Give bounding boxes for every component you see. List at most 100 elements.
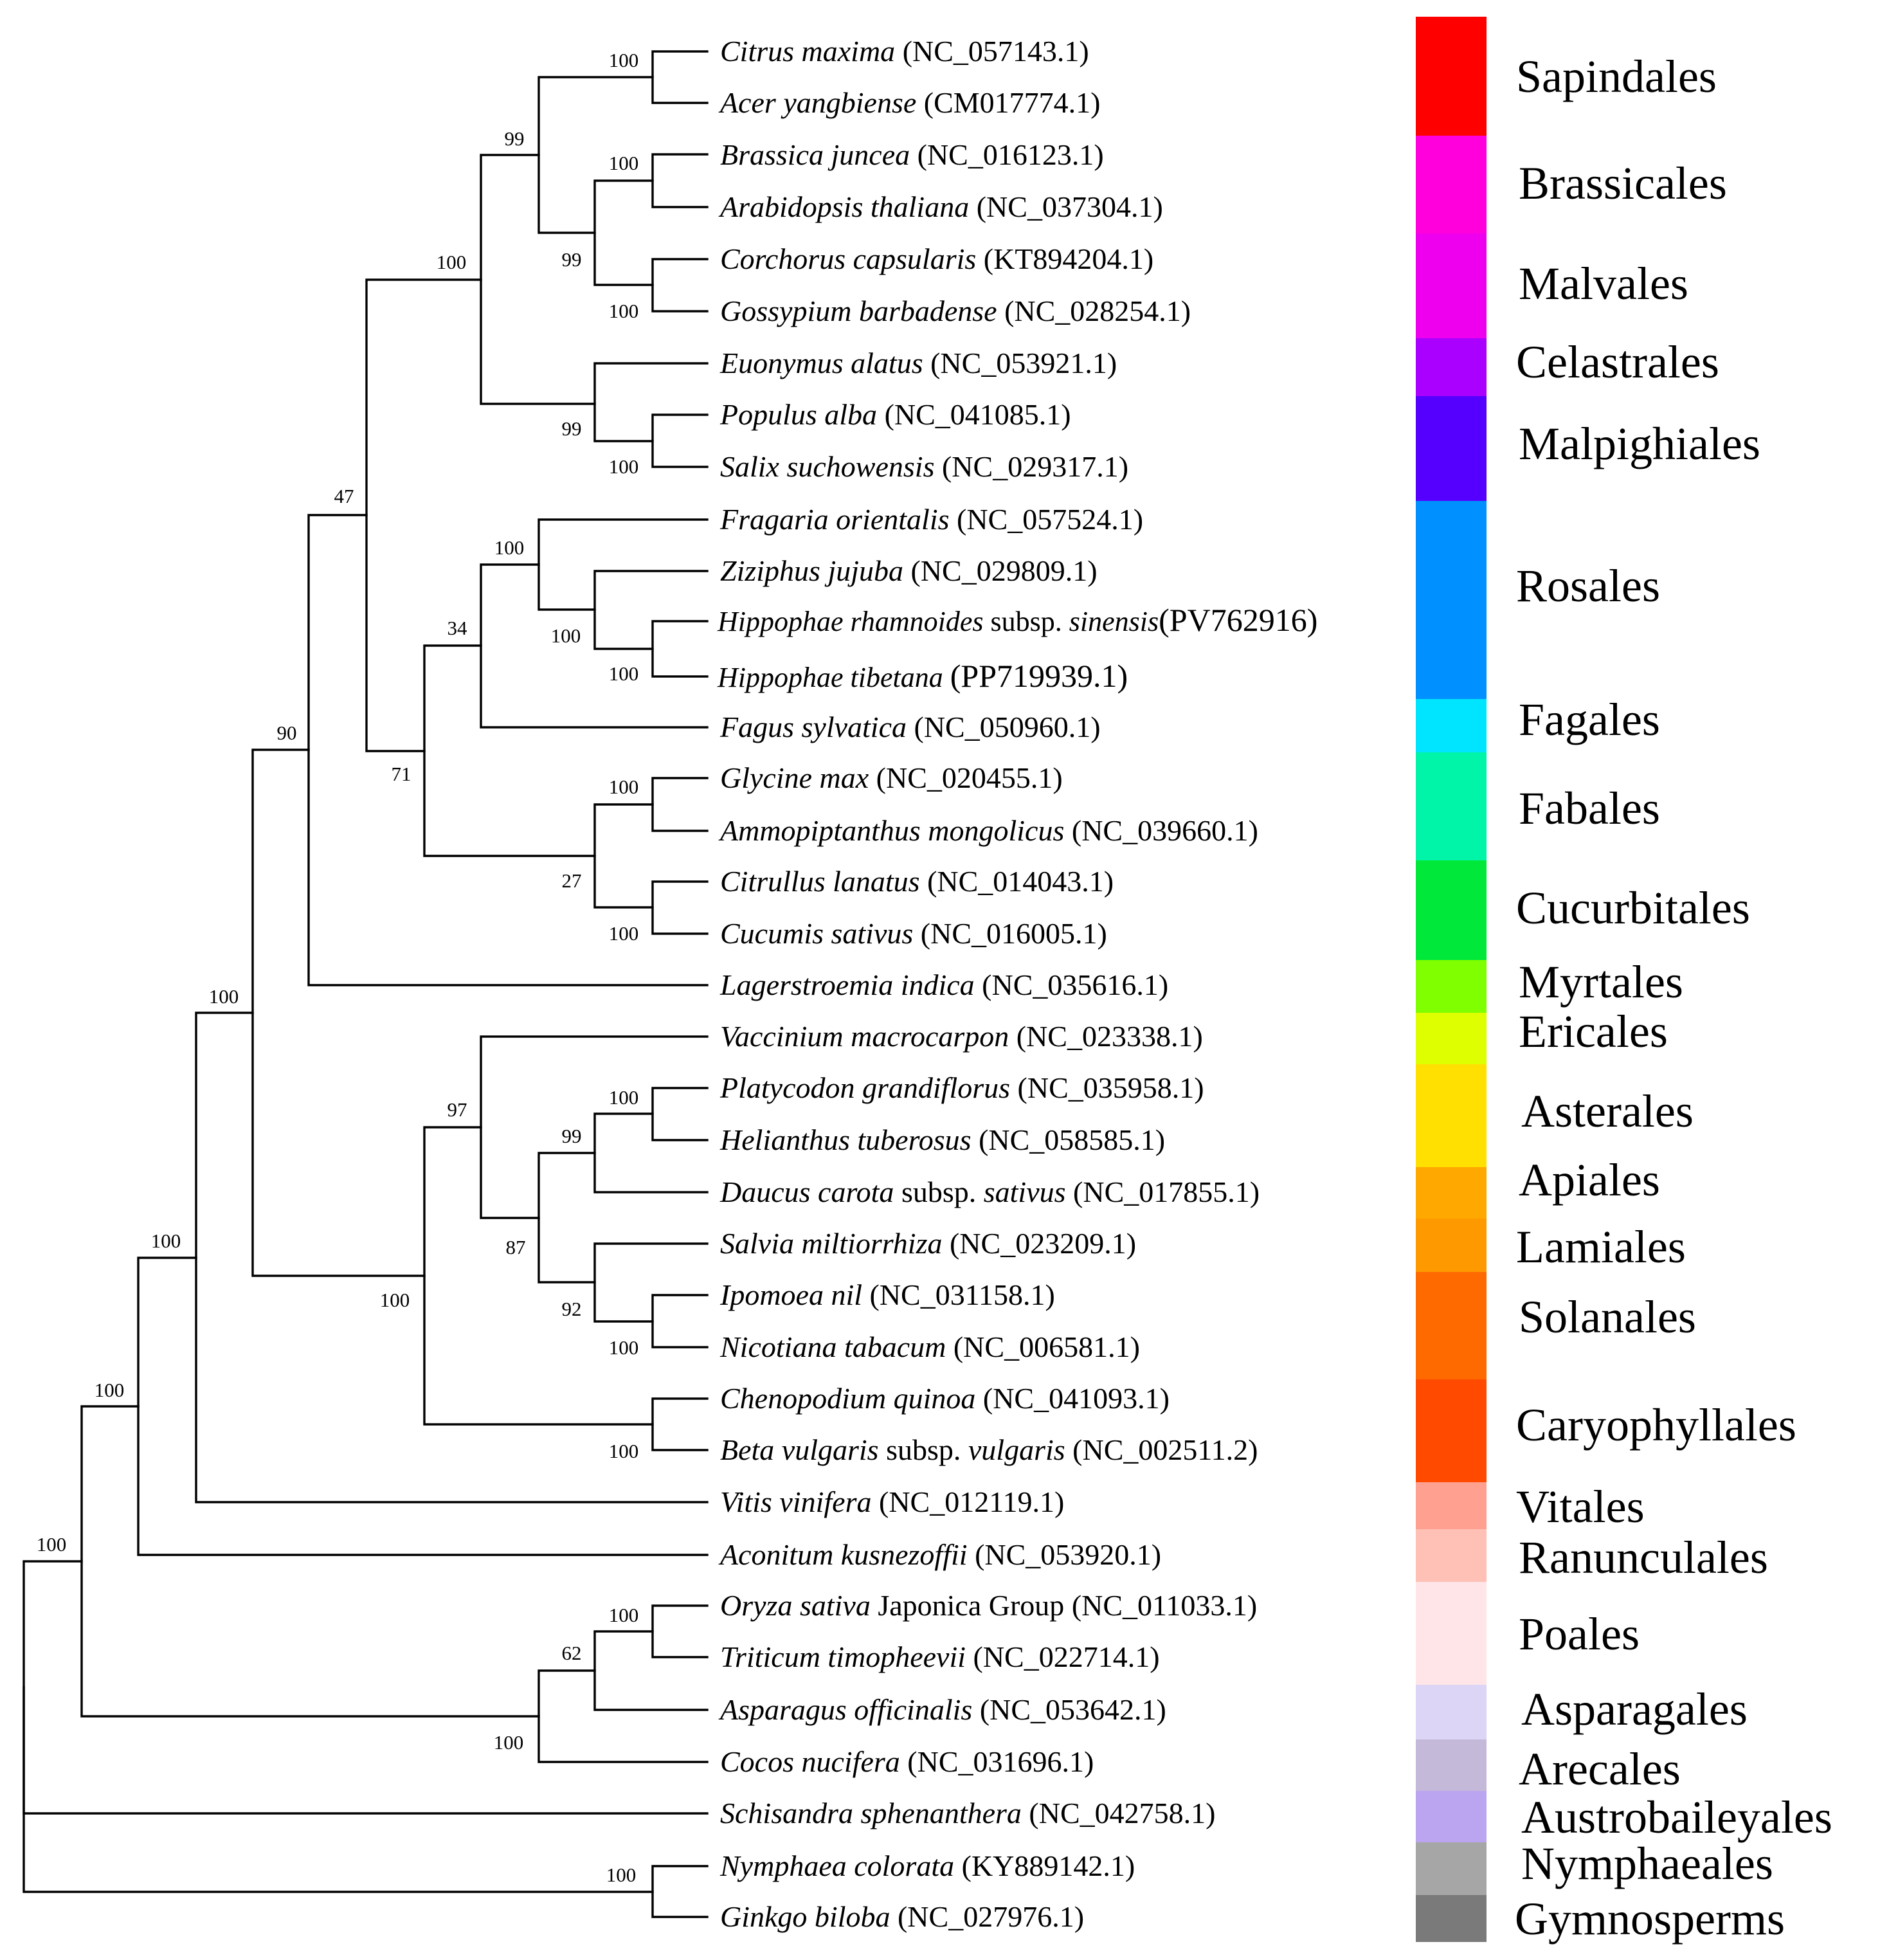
taxon-label: Arabidopsis thaliana (NC_037304.1) xyxy=(718,190,1163,223)
species-name: Euonymus alatus xyxy=(719,347,923,379)
accession: (NC_050960.1) xyxy=(914,711,1101,743)
taxon-label: Nicotiana tabacum (NC_006581.1) xyxy=(719,1330,1140,1363)
accession: (NC_039660.1) xyxy=(1072,814,1258,847)
taxon-label: Acer yangbiense (CM017774.1) xyxy=(718,86,1101,119)
branch-populus-salix xyxy=(651,413,709,468)
bootstrap-value: 100 xyxy=(609,300,639,322)
bootstrap-value: 87 xyxy=(506,1236,526,1258)
bootstrap-value: 100 xyxy=(609,49,639,71)
species-name: Asparagus officinalis xyxy=(718,1693,972,1726)
species-name: Helianthus tuberosus xyxy=(719,1123,972,1156)
branch-platycodon-helianthus xyxy=(651,1087,709,1141)
order-label: Caryophyllales xyxy=(1516,1399,1796,1451)
infraspecific-name: sativus xyxy=(984,1175,1066,1208)
branch-campanulids xyxy=(593,1112,709,1193)
accession: (NC_037304.1) xyxy=(977,190,1163,223)
order-band xyxy=(1416,1064,1487,1167)
order-label: Fabales xyxy=(1519,783,1660,834)
taxon-label: Cocos nucifera (NC_031696.1) xyxy=(720,1745,1094,1778)
accession: (NC_014043.1) xyxy=(927,865,1114,898)
accession: (NC_031696.1) xyxy=(907,1745,1094,1778)
order-label: Malpighiales xyxy=(1519,418,1760,469)
species-name: Aconitum kusnezoffii xyxy=(718,1538,968,1571)
bootstrap-value: 100 xyxy=(609,776,639,798)
species-name: Arabidopsis thaliana xyxy=(718,190,969,223)
accession: (NC_016123.1) xyxy=(917,138,1104,171)
accession: (NC_002511.2) xyxy=(1072,1433,1258,1466)
bootstrap-value: 99 xyxy=(562,417,582,440)
species-name: Nicotiana tabacum xyxy=(719,1330,946,1363)
bootstrap-value: 100 xyxy=(609,1086,639,1109)
accession: (NC_016005.1) xyxy=(921,917,1107,950)
branch-eudicots xyxy=(137,1257,709,1556)
species-name: Ammopiptanthus mongolicus xyxy=(718,814,1064,847)
accession: (KY889142.1) xyxy=(962,1849,1135,1882)
branch-pentapetalae xyxy=(251,749,426,1277)
species-name: Citrullus lanatus xyxy=(720,865,920,898)
taxon-label: Ipomoea nil (NC_031158.1) xyxy=(719,1278,1055,1311)
branch-citrullus-cucumis xyxy=(651,880,709,935)
bootstrap-value: 100 xyxy=(209,985,239,1008)
bootstrap-value: 100 xyxy=(609,455,639,478)
infraspecific-rank: subsp. xyxy=(991,606,1062,637)
order-label: Arecales xyxy=(1519,1743,1681,1795)
branch-oryza-triticum xyxy=(651,1604,709,1658)
branch-celastrales-malpighiales xyxy=(593,362,709,442)
bootstrap-value: 99 xyxy=(562,248,582,271)
species-name: Ziziphus jujuba xyxy=(720,554,903,587)
taxon-label: Populus alba (NC_041085.1) xyxy=(719,398,1071,431)
species-name: Chenopodium quinoa xyxy=(720,1382,975,1415)
order-label: Rosales xyxy=(1516,560,1660,612)
taxon-label: Aconitum kusnezoffii (NC_053920.1) xyxy=(718,1538,1161,1571)
bootstrap-value: 100 xyxy=(37,1533,67,1556)
taxon-label: Salvia miltiorrhiza (NC_023209.1) xyxy=(720,1227,1136,1260)
order-band xyxy=(1416,338,1487,396)
order-band xyxy=(1416,1842,1487,1895)
order-label: Ranunculales xyxy=(1519,1532,1768,1583)
accession: (NC_022714.1) xyxy=(973,1640,1160,1673)
branch-rosales xyxy=(538,518,709,611)
accession: (NC_057143.1) xyxy=(903,35,1089,68)
accession: (NC_029809.1) xyxy=(911,554,1098,587)
taxon-label: Triticum timopheevii (NC_022714.1) xyxy=(720,1640,1160,1673)
accession: (NC_031158.1) xyxy=(870,1278,1055,1311)
accession: (NC_012119.1) xyxy=(879,1485,1064,1518)
order-color-bar xyxy=(1416,17,1487,1942)
species-name: Platycodon grandiflorus xyxy=(719,1071,1010,1104)
order-label: Lamiales xyxy=(1516,1221,1686,1273)
bootstrap-value: 100 xyxy=(609,1440,639,1462)
accession: (NC_053921.1) xyxy=(930,347,1117,379)
taxon-label: Helianthus tuberosus (NC_058585.1) xyxy=(719,1123,1165,1156)
accession: (NC_011033.1) xyxy=(1072,1589,1257,1622)
order-band xyxy=(1416,1272,1487,1379)
bootstrap-value: 100 xyxy=(151,1230,181,1252)
bootstrap-value: 100 xyxy=(606,1864,637,1886)
infraspecific-name: vulgaris xyxy=(968,1433,1065,1466)
bootstrap-value: 62 xyxy=(562,1642,582,1664)
taxon-label: Fagus sylvatica (NC_050960.1) xyxy=(719,711,1101,743)
taxon-label: Vitis vinifera (NC_012119.1) xyxy=(720,1485,1064,1518)
order-band xyxy=(1416,501,1487,699)
bootstrap-value: 100 xyxy=(494,536,525,559)
accession: (NC_042758.1) xyxy=(1029,1797,1215,1829)
species-name: Citrus maxima xyxy=(720,35,895,68)
branch-nymphaea-ginkgo xyxy=(651,1865,709,1918)
species-name: Schisandra sphenanthera xyxy=(720,1797,1022,1829)
accession: (CM017774.1) xyxy=(924,86,1101,119)
branch-nfc xyxy=(423,644,596,857)
order-label: Brassicales xyxy=(1519,158,1727,209)
order-label: Sapindales xyxy=(1516,51,1717,102)
branch-chenopodium-beta xyxy=(651,1397,709,1451)
order-label: Austrobaileyales xyxy=(1521,1792,1832,1843)
species-name: Hippophae tibetana xyxy=(717,662,943,693)
order-band xyxy=(1416,1685,1487,1739)
branch-corchorus-gossypium xyxy=(651,258,709,313)
branch-fabales-cucurbitales xyxy=(593,803,654,909)
order-band xyxy=(1416,1219,1487,1272)
species-name: Lagerstroemia indica xyxy=(719,968,975,1001)
accession: (NC_023209.1) xyxy=(950,1227,1136,1260)
bootstrap-value: 100 xyxy=(95,1379,125,1401)
taxon-label: Hippophae rhamnoides subsp. sinensis(PV7… xyxy=(717,602,1317,638)
bootstrap-value: 100 xyxy=(609,662,639,685)
